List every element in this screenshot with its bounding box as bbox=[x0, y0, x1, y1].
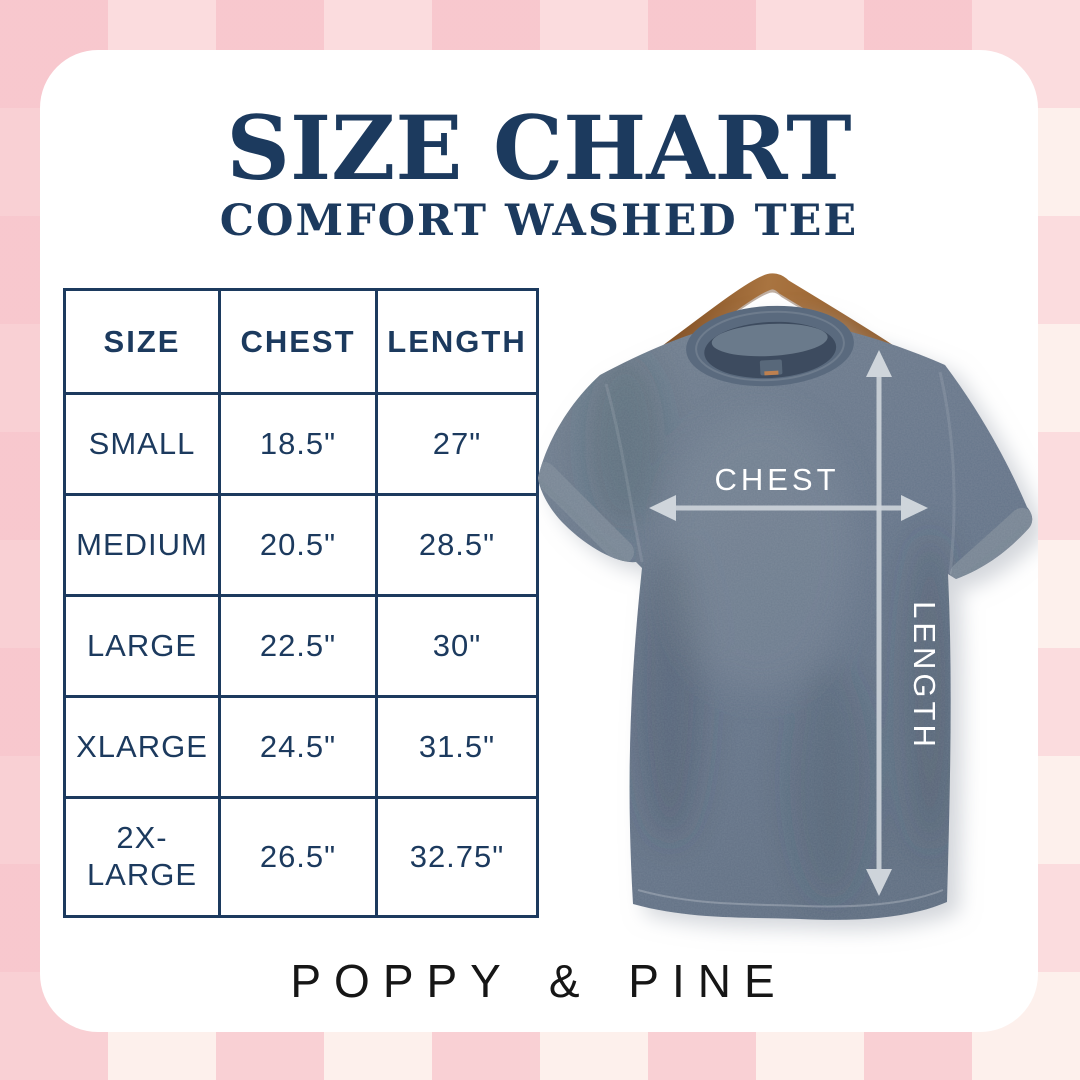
chest-cell: 24.5" bbox=[218, 695, 378, 799]
table-row-small: SMALL 18.5" 27" bbox=[63, 392, 539, 496]
size-cell: SMALL bbox=[63, 392, 221, 496]
size-cell: XLARGE bbox=[63, 695, 221, 799]
chest-arrow bbox=[649, 495, 928, 521]
column-header-chest: CHEST bbox=[218, 288, 378, 395]
chest-cell: 22.5" bbox=[218, 594, 378, 698]
size-chart-card: SIZE CHART COMFORT WASHED TEE SIZE CHEST… bbox=[40, 50, 1038, 1032]
page-subtitle: COMFORT WASHED TEE bbox=[219, 196, 859, 246]
length-cell: 30" bbox=[375, 594, 539, 698]
chest-cell: 18.5" bbox=[218, 392, 378, 496]
length-label: LENGTH bbox=[907, 601, 942, 751]
chest-label: CHEST bbox=[714, 462, 839, 497]
size-cell: LARGE bbox=[63, 594, 221, 698]
table-row-medium: MEDIUM 20.5" 28.5" bbox=[63, 493, 539, 597]
length-cell: 32.75" bbox=[375, 796, 539, 918]
table-row-xlarge: XLARGE 24.5" 31.5" bbox=[63, 695, 539, 799]
table-row-large: LARGE 22.5" 30" bbox=[63, 594, 539, 698]
size-cell: MEDIUM bbox=[63, 493, 221, 597]
size-cell: 2X-LARGE bbox=[63, 796, 221, 918]
tshirt-photo: CHEST LENGTH bbox=[538, 273, 1033, 920]
column-header-length: LENGTH bbox=[375, 288, 539, 395]
page-title: SIZE CHART bbox=[226, 96, 852, 200]
table-row-2xlarge: 2X-LARGE 26.5" 32.75" bbox=[63, 796, 539, 918]
tee-body bbox=[538, 305, 1033, 920]
chest-cell: 20.5" bbox=[218, 493, 378, 597]
length-cell: 28.5" bbox=[375, 493, 539, 597]
tee-collar bbox=[686, 305, 854, 387]
column-header-size: SIZE bbox=[63, 288, 221, 395]
brand-logo: POPPY & PINE bbox=[290, 955, 788, 1007]
tshirt-figure: CHEST LENGTH bbox=[530, 262, 1038, 962]
length-cell: 27" bbox=[375, 392, 539, 496]
length-cell: 31.5" bbox=[375, 695, 539, 799]
header-row: SIZE CHEST LENGTH bbox=[63, 288, 539, 395]
chest-cell: 26.5" bbox=[218, 796, 378, 918]
size-chart-table: SIZE CHEST LENGTH SMALL 18.5" 27" MEDIUM… bbox=[63, 288, 539, 918]
length-arrow bbox=[866, 350, 892, 896]
